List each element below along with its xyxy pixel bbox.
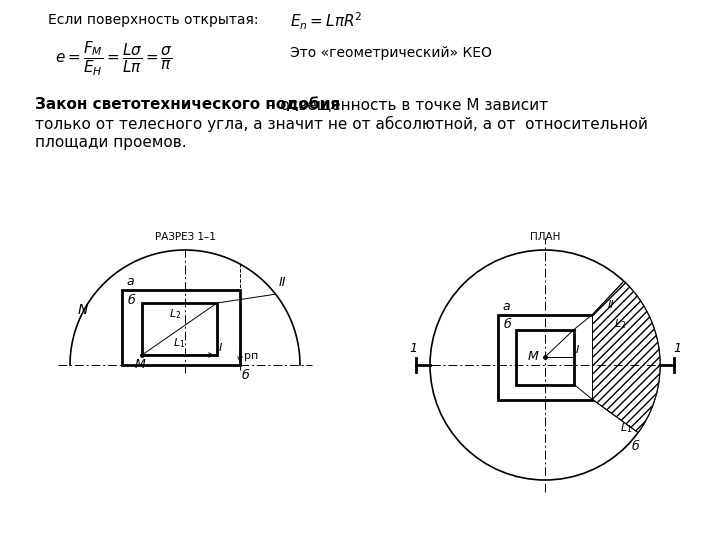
Bar: [498, 314, 593, 400]
Text: б: б: [631, 440, 639, 453]
Text: I: I: [219, 343, 222, 353]
Text: $L_2$: $L_2$: [169, 307, 181, 321]
Bar: [122, 290, 240, 365]
Text: – освещенность в точке М зависит: – освещенность в точке М зависит: [263, 97, 548, 112]
Text: а: а: [503, 300, 510, 313]
Text: I: I: [576, 345, 580, 355]
Text: II: II: [279, 276, 286, 289]
Text: б: б: [128, 294, 136, 307]
Text: а: а: [126, 275, 134, 288]
Text: N: N: [78, 303, 89, 317]
Bar: [516, 329, 574, 384]
Text: Это «геометрический» КЕО: Это «геометрический» КЕО: [290, 46, 492, 60]
Text: ПЛАН: ПЛАН: [530, 232, 560, 242]
Text: б: б: [503, 319, 511, 332]
Text: рп: рп: [244, 351, 258, 361]
Text: только от телесного угла, а значит не от абсолютной, а от  относительной: только от телесного угла, а значит не от…: [35, 116, 648, 132]
Text: $e = \dfrac{F_M}{E_H} = \dfrac{L\sigma}{L\pi} = \dfrac{\sigma}{\pi}$: $e = \dfrac{F_M}{E_H} = \dfrac{L\sigma}{…: [55, 40, 173, 78]
Text: 1: 1: [409, 342, 417, 355]
Text: площади проемов.: площади проемов.: [35, 135, 186, 150]
Text: 1: 1: [673, 342, 681, 355]
Text: М: М: [135, 358, 145, 371]
Text: $L_2$: $L_2$: [614, 318, 627, 332]
Text: $L_1$: $L_1$: [174, 336, 186, 350]
Text: $E_n = L\pi R^2$: $E_n = L\pi R^2$: [290, 11, 363, 32]
Text: $L_1$: $L_1$: [620, 421, 633, 435]
Text: б: б: [241, 369, 249, 382]
Text: Если поверхность открытая:: Если поверхность открытая:: [48, 13, 258, 27]
Text: РАЗРЕЗ 1–1: РАЗРЕЗ 1–1: [155, 232, 215, 242]
Text: Закон светотехнического подобия: Закон светотехнического подобия: [35, 97, 340, 112]
Text: М: М: [528, 349, 539, 362]
Polygon shape: [593, 281, 660, 433]
Text: II: II: [608, 300, 614, 309]
Bar: [142, 303, 217, 355]
